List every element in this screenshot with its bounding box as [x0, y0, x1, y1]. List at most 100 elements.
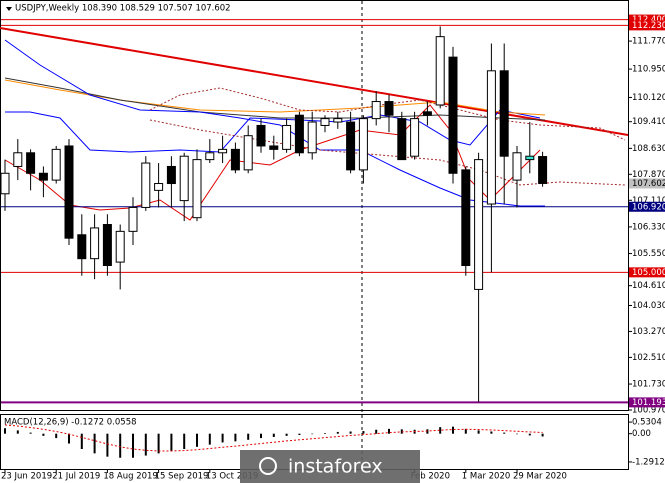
macd-bar — [362, 431, 365, 434]
candle-body — [282, 124, 292, 150]
y-tick-label: 109.410 — [632, 117, 665, 127]
level-label: 105.000 — [632, 268, 665, 278]
candle-body — [26, 152, 36, 174]
macd-bar — [221, 433, 224, 443]
candle-body — [77, 234, 87, 260]
macd-bar — [157, 433, 160, 454]
x-tick-label: 21 Jul 2019 — [52, 472, 100, 482]
y-tick-label: 104.610 — [632, 281, 665, 291]
macd-bar — [349, 431, 352, 434]
candle-body — [358, 118, 368, 171]
candle-body — [64, 145, 74, 239]
watermark-box — [240, 450, 420, 483]
x-tick-label: 18 Aug 2019 — [103, 472, 157, 482]
y-tick-label: 0.5304 — [632, 418, 662, 428]
level-label-box — [629, 201, 665, 212]
macd-bar — [324, 433, 326, 434]
level-label-box — [629, 20, 665, 31]
kijun-line — [5, 109, 541, 153]
macd-bar — [503, 432, 506, 434]
candle-body — [320, 118, 330, 126]
macd-bar — [55, 433, 58, 439]
candle-body — [422, 111, 432, 116]
y-tick-label: 103.270 — [632, 327, 665, 337]
macd-title: MACD(12,26,9) -0.1272 0.0558 — [4, 418, 137, 428]
x-tick-label: 13 Oct 2019 — [206, 472, 259, 482]
macd-bar — [183, 433, 186, 449]
ma-line-2 — [4, 77, 546, 121]
y-tick-label: 106.330 — [632, 222, 665, 232]
macd-bar — [528, 433, 531, 436]
x-tick-label: 1 Mar 2020 — [462, 472, 510, 482]
macd-bar — [260, 433, 262, 439]
candle-body — [115, 230, 125, 263]
macd-bar — [272, 433, 275, 437]
last-price-box — [629, 178, 665, 189]
y-tick-label: 107.110 — [632, 196, 665, 206]
macd-bar — [119, 433, 122, 458]
candle-body — [499, 70, 509, 157]
macd-bar — [336, 431, 339, 434]
level-label-box — [629, 397, 665, 408]
candle-body — [307, 121, 317, 154]
macd-bar — [80, 433, 83, 449]
macd-bar — [68, 433, 70, 444]
macd-bar — [196, 433, 198, 447]
candle-body — [38, 172, 48, 181]
y-tick-label: 102.510 — [632, 353, 665, 363]
candle-body — [0, 172, 10, 195]
macd-bar — [42, 433, 45, 436]
y-tick-label: 0.00 — [632, 429, 651, 439]
x-tick-label: 29 Mar 2020 — [513, 472, 567, 482]
y-tick-label: 101.730 — [632, 380, 665, 390]
candle-body — [218, 148, 228, 154]
macd-bar — [132, 433, 134, 458]
candle-body — [166, 165, 176, 185]
macd-bar — [247, 433, 250, 440]
y-tick-label: 105.550 — [632, 249, 665, 259]
main-frame — [0, 0, 629, 411]
level-label: 101.193 — [632, 398, 665, 408]
candle-body — [243, 135, 253, 171]
macd-bar — [144, 433, 147, 456]
watermark: instaforex — [288, 456, 383, 478]
macd-bar — [285, 433, 288, 436]
candle-body — [269, 145, 279, 150]
x-tick-label: 23 Jun 2019 — [1, 472, 52, 482]
candle-body — [51, 148, 61, 181]
candle-body — [538, 156, 548, 184]
macd-bar — [375, 429, 378, 434]
candle-body — [384, 101, 394, 116]
candle-body — [205, 152, 215, 161]
candle-body — [371, 101, 381, 120]
candle-body — [346, 121, 356, 171]
level-label: 112.230 — [632, 21, 665, 31]
y-tick-label: 110.120 — [632, 93, 665, 103]
x-tick-label: 15 Sep 2019 — [155, 472, 209, 482]
candle-body — [410, 118, 420, 157]
macd-bar — [464, 428, 467, 434]
candle-body — [192, 159, 202, 219]
candle-body — [474, 159, 484, 290]
macd-bar — [29, 432, 32, 434]
y-tick-label: 110.950 — [632, 65, 665, 75]
level-label: 112.400 — [632, 15, 665, 25]
y-tick-label: 108.630 — [632, 144, 665, 154]
candle-body — [486, 70, 496, 205]
candle-body — [525, 155, 535, 161]
macd-bar — [388, 428, 390, 434]
candle-body — [179, 155, 189, 202]
macd-bar — [477, 430, 480, 434]
candle-body — [154, 183, 164, 191]
trend-line — [0, 27, 629, 136]
y-tick-label: 104.030 — [632, 301, 665, 311]
candle-body — [333, 118, 343, 123]
candle-body — [102, 224, 112, 267]
y-tick-label: 111.770 — [632, 37, 665, 47]
macd-bar — [208, 433, 211, 445]
macd-bar — [490, 431, 493, 434]
candle-body — [294, 114, 304, 154]
candle-body — [13, 152, 23, 167]
macd-bar — [234, 433, 237, 442]
